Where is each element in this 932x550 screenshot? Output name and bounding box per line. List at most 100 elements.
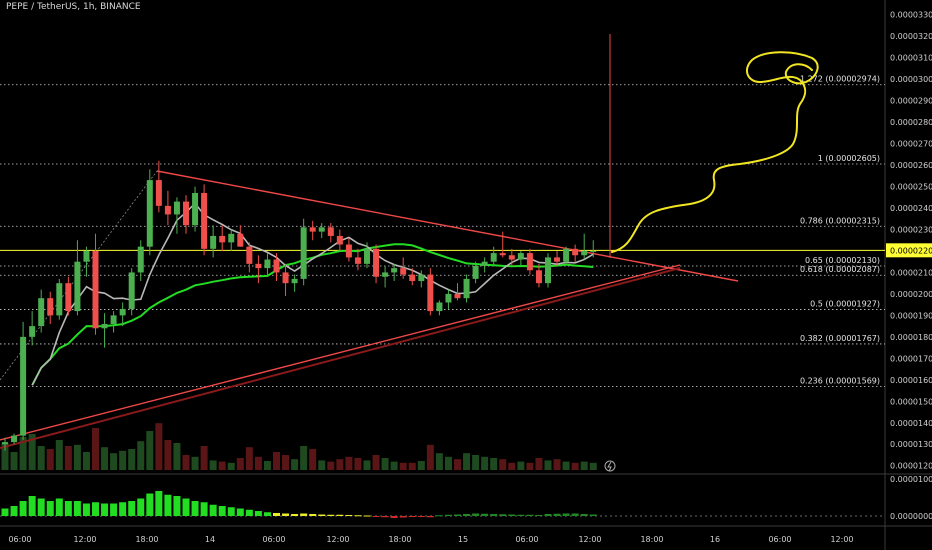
oscillator-bar — [200, 502, 208, 516]
oscillator-bar — [10, 506, 18, 516]
time-axis-label: 18:00 — [135, 535, 158, 544]
oscillator-bar — [381, 516, 389, 518]
oscillator-bar — [318, 514, 326, 516]
volume-bar — [508, 462, 516, 470]
candle — [563, 248, 570, 262]
oscillator-bar — [82, 503, 90, 516]
volume-bar — [263, 461, 271, 470]
oscillator-bar — [128, 501, 136, 516]
candle — [56, 283, 63, 316]
oscillator-bar — [137, 498, 145, 516]
oscillator-bar — [182, 498, 190, 516]
fib-label: 0.382 (0.00001767) — [800, 334, 880, 343]
candle — [472, 265, 479, 279]
time-axis-label: 12:00 — [578, 535, 601, 544]
candle — [454, 293, 461, 299]
trendlines[interactable] — [0, 34, 739, 449]
descending-trendline[interactable] — [156, 170, 739, 282]
oscillator-bar — [517, 514, 525, 516]
candles — [2, 160, 597, 451]
oscillator-bar — [481, 513, 489, 516]
oscillator-bar — [508, 514, 516, 516]
moving-averages — [31, 202, 594, 386]
oscillator-bar — [454, 514, 461, 516]
volume-bar — [526, 462, 534, 470]
candle — [155, 180, 162, 206]
oscillator-bar — [336, 514, 344, 516]
oscillator-bar — [92, 502, 99, 516]
oscillator-bar — [254, 511, 262, 516]
volume-bar — [128, 449, 136, 470]
volume-bar — [146, 431, 154, 470]
volume-bar — [137, 441, 145, 470]
candle — [92, 250, 99, 329]
ascending-trendline[interactable] — [0, 264, 681, 441]
candle — [291, 278, 298, 284]
fib-anchor-line[interactable] — [0, 170, 158, 381]
candle — [526, 253, 533, 271]
volume-bar — [435, 453, 443, 470]
candle — [336, 235, 343, 245]
candle — [499, 253, 506, 256]
volume-bar — [55, 440, 63, 470]
volume-bar — [354, 458, 362, 470]
oscillator-bar — [55, 498, 63, 516]
oscillator-bar — [146, 493, 154, 516]
candle — [318, 227, 325, 232]
projection-path[interactable] — [611, 51, 819, 253]
oscillator-bar — [300, 513, 308, 516]
candle — [20, 336, 27, 436]
volume-bar — [218, 461, 226, 470]
fib-label: 0.5 (0.00001927) — [810, 300, 880, 309]
fast-moving-average — [31, 202, 594, 386]
fib-label: 0.236 (0.00001569) — [800, 376, 880, 385]
current-price-badge — [886, 243, 932, 258]
candle — [2, 442, 8, 445]
candle — [101, 323, 108, 329]
oscillator-bar — [327, 514, 335, 516]
oscillator-bar — [64, 501, 72, 516]
ascending-trendline-dark[interactable] — [0, 267, 681, 449]
candle — [29, 326, 36, 337]
volume-bar — [10, 452, 18, 470]
candle — [164, 205, 171, 215]
oscillator-bar — [73, 501, 81, 516]
oscillator-bar — [19, 501, 27, 516]
volume-bar — [28, 434, 36, 470]
volume-bar — [345, 456, 353, 470]
candle — [192, 192, 199, 226]
candle — [128, 272, 135, 309]
oscillator-bar — [46, 501, 54, 516]
oscillator-bar — [526, 514, 534, 516]
volume-bar — [318, 460, 326, 470]
volume-bar — [110, 453, 118, 470]
volume-bar — [571, 462, 579, 470]
candle — [572, 248, 579, 256]
slow-moving-average — [31, 243, 594, 386]
volume-bar — [399, 462, 407, 470]
oscillator-histogram — [1, 491, 597, 518]
candle — [264, 259, 271, 269]
volume-bar — [227, 462, 235, 470]
candle — [418, 274, 425, 282]
volume-bar — [426, 444, 434, 470]
oscillator-bar — [363, 515, 371, 517]
fib-label: 1.272 (0.00002974) — [800, 75, 880, 84]
volume-bar — [517, 461, 525, 470]
oscillator-bar — [28, 496, 36, 516]
projection-drawing[interactable] — [611, 51, 819, 253]
oscillator-bar — [562, 513, 570, 516]
volume-bar — [363, 460, 371, 470]
